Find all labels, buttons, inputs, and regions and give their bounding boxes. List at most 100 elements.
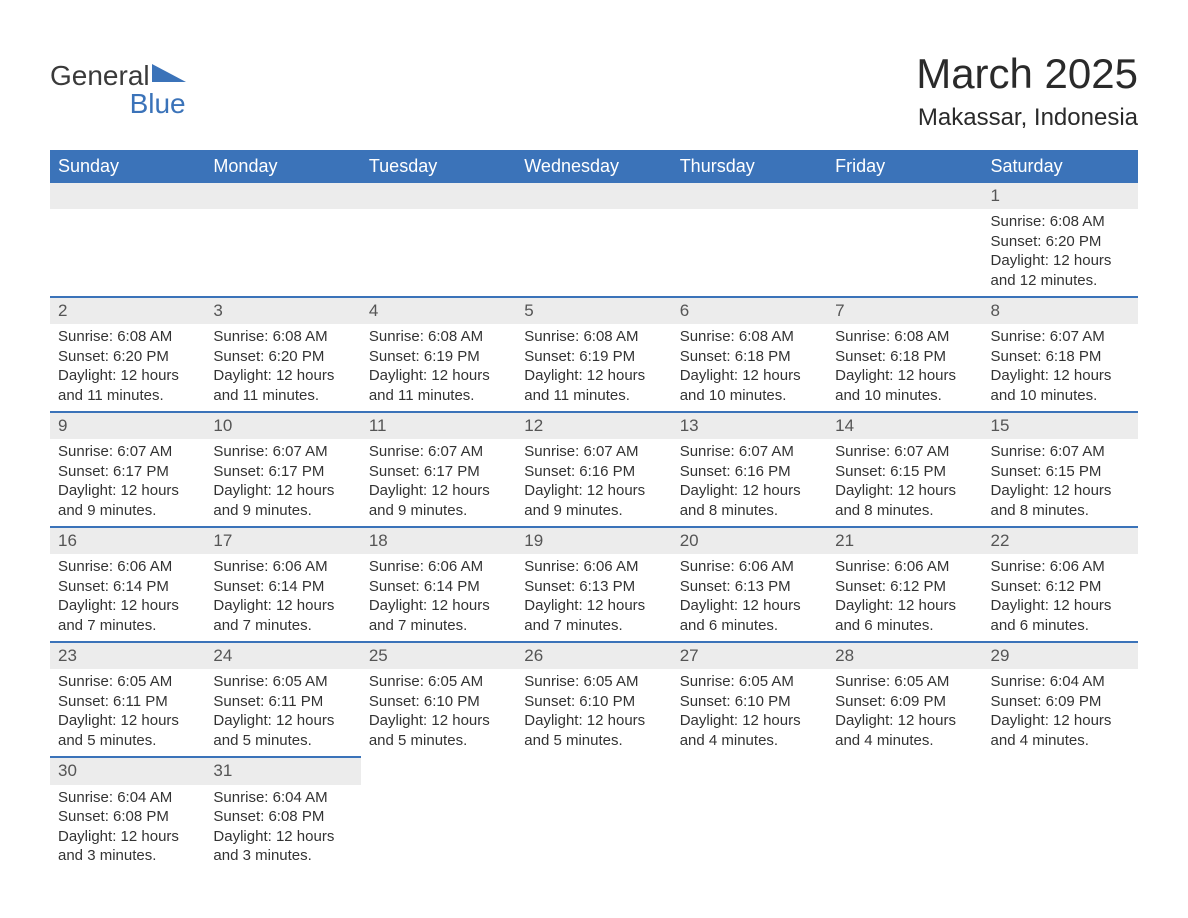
sunrise-text: Sunrise: 6:05 AM (524, 672, 663, 692)
sunrise-text: Sunrise: 6:07 AM (524, 442, 663, 462)
day-details-cell: Sunrise: 6:08 AMSunset: 6:20 PMDaylight:… (983, 209, 1138, 297)
daylight-text-2: and 7 minutes. (213, 616, 352, 636)
details-row: Sunrise: 6:08 AMSunset: 6:20 PMDaylight:… (50, 209, 1138, 297)
sunrise-text: Sunrise: 6:07 AM (991, 327, 1130, 347)
day-details-cell: Sunrise: 6:05 AMSunset: 6:10 PMDaylight:… (361, 669, 516, 757)
day-number-cell: 26 (516, 642, 671, 669)
daylight-text-1: Daylight: 12 hours (680, 481, 819, 501)
sunset-text: Sunset: 6:09 PM (835, 692, 974, 712)
day-number-cell: 29 (983, 642, 1138, 669)
daynum-row: 9101112131415 (50, 412, 1138, 439)
day-number-cell: 15 (983, 412, 1138, 439)
daylight-text-2: and 6 minutes. (991, 616, 1130, 636)
daylight-text-2: and 5 minutes. (58, 731, 197, 751)
sunrise-text: Sunrise: 6:05 AM (835, 672, 974, 692)
sunrise-text: Sunrise: 6:07 AM (58, 442, 197, 462)
sunrise-text: Sunrise: 6:08 AM (524, 327, 663, 347)
sunrise-text: Sunrise: 6:06 AM (369, 557, 508, 577)
day-number-cell (827, 183, 982, 209)
day-details-cell: Sunrise: 6:07 AMSunset: 6:15 PMDaylight:… (983, 439, 1138, 527)
title-block: March 2025 Makassar, Indonesia (916, 50, 1138, 132)
daylight-text-1: Daylight: 12 hours (58, 827, 197, 847)
logo-word1: General (50, 60, 150, 91)
sunset-text: Sunset: 6:16 PM (524, 462, 663, 482)
daylight-text-2: and 5 minutes. (369, 731, 508, 751)
sunrise-text: Sunrise: 6:06 AM (991, 557, 1130, 577)
sunset-text: Sunset: 6:18 PM (680, 347, 819, 367)
daylight-text-2: and 8 minutes. (680, 501, 819, 521)
daynum-row: 16171819202122 (50, 527, 1138, 554)
day-details-cell (672, 209, 827, 297)
weekday-header-row: Sunday Monday Tuesday Wednesday Thursday… (50, 150, 1138, 183)
details-row: Sunrise: 6:08 AM Sunset: 6:20 PM Daylight:… (50, 324, 1138, 412)
day-details-cell: Sunrise: 6:07 AMSunset: 6:16 PMDaylight:… (516, 439, 671, 527)
day-details-cell: Sunrise: 6:06 AMSunset: 6:12 PMDaylight:… (983, 554, 1138, 642)
daylight-text-1: Daylight: 12 hours (58, 711, 197, 731)
sunset-text: Sunset: 6:20 PM (991, 232, 1130, 252)
sunset-text: Sunset: 6:08 PM (58, 807, 197, 827)
daylight-text-2: and 3 minutes. (213, 846, 352, 866)
weekday-header: Saturday (983, 150, 1138, 183)
day-number-cell: 2 (50, 297, 205, 324)
day-number-cell: 31 (205, 757, 360, 784)
day-number-cell (50, 183, 205, 209)
sunrise-text: Sunrise: 6:06 AM (524, 557, 663, 577)
day-number-cell: 22 (983, 527, 1138, 554)
day-number-cell (672, 757, 827, 784)
sunset-text: Sunset: 6:17 PM (58, 462, 197, 482)
sunrise-text: Sunrise: 6:04 AM (213, 788, 352, 808)
day-number-cell: 30 (50, 757, 205, 784)
day-details-cell (672, 785, 827, 872)
daylight-text-2: and 5 minutes. (524, 731, 663, 751)
daylight-text-1: Daylight: 12 hours (58, 481, 197, 501)
sunset-text: Sunset: 6:18 PM (991, 347, 1130, 367)
day-number-cell: 27 (672, 642, 827, 669)
daylight-text-2: and 9 minutes. (213, 501, 352, 521)
sunrise-text: Sunrise: 6:05 AM (213, 672, 352, 692)
day-details-cell: Sunrise: 6:07 AMSunset: 6:16 PMDaylight:… (672, 439, 827, 527)
logo: General Blue (50, 62, 186, 118)
sunset-text: Sunset: 6:19 PM (524, 347, 663, 367)
sunrise-text: Sunrise: 6:06 AM (213, 557, 352, 577)
sunrise-text: Sunrise: 6:05 AM (369, 672, 508, 692)
day-details-cell (50, 209, 205, 297)
sunrise-text: Sunrise: 6:07 AM (369, 442, 508, 462)
day-number-cell: 7 (827, 297, 982, 324)
sunset-text: Sunset: 6:11 PM (58, 692, 197, 712)
daylight-text-2: and 8 minutes. (835, 501, 974, 521)
daylight-text-2: and 7 minutes. (524, 616, 663, 636)
sunset-text: Sunset: 6:08 PM (213, 807, 352, 827)
day-details-cell: Sunrise: 6:06 AMSunset: 6:13 PMDaylight:… (516, 554, 671, 642)
day-details-cell: Sunrise: 6:05 AMSunset: 6:09 PMDaylight:… (827, 669, 982, 757)
weekday-header: Monday (205, 150, 360, 183)
day-number-cell: 25 (361, 642, 516, 669)
day-details-cell (983, 785, 1138, 872)
header: General Blue March 2025 Makassar, Indone… (50, 50, 1138, 132)
day-number-cell: 28 (827, 642, 982, 669)
sunrise-text: Sunrise: 6:06 AM (835, 557, 974, 577)
daylight-text-1: Daylight: 12 hours (680, 596, 819, 616)
daylight-text-1: Daylight: 12 hours (991, 596, 1130, 616)
daylight-text-2: and 11 minutes. (213, 386, 352, 406)
sunset-text: Sunset: 6:14 PM (369, 577, 508, 597)
sunset-text: Sunset: 6:20 PM (58, 347, 197, 367)
daylight-text-1: Daylight: 12 hours (991, 366, 1130, 386)
day-number-cell: 4 (361, 297, 516, 324)
sunset-text: Sunset: 6:12 PM (991, 577, 1130, 597)
daynum-row: 1 (50, 183, 1138, 209)
weekday-header: Wednesday (516, 150, 671, 183)
day-number-cell (983, 757, 1138, 784)
sunset-text: Sunset: 6:17 PM (213, 462, 352, 482)
day-number-cell: 8 (983, 297, 1138, 324)
daylight-text-2: and 8 minutes. (991, 501, 1130, 521)
day-number-cell: 24 (205, 642, 360, 669)
sunrise-text: Sunrise: 6:06 AM (680, 557, 819, 577)
day-details-cell: Sunrise: 6:06 AMSunset: 6:14 PMDaylight:… (50, 554, 205, 642)
sunrise-text: Sunrise: 6:07 AM (835, 442, 974, 462)
day-number-cell (205, 183, 360, 209)
day-details-cell (361, 209, 516, 297)
sunset-text: Sunset: 6:15 PM (835, 462, 974, 482)
day-details-cell: Sunrise: 6:08 AMSunset: 6:20 PMDaylight:… (50, 324, 205, 412)
day-details-cell (827, 785, 982, 872)
day-details-cell: Sunrise: 6:07 AMSunset: 6:15 PMDaylight:… (827, 439, 982, 527)
